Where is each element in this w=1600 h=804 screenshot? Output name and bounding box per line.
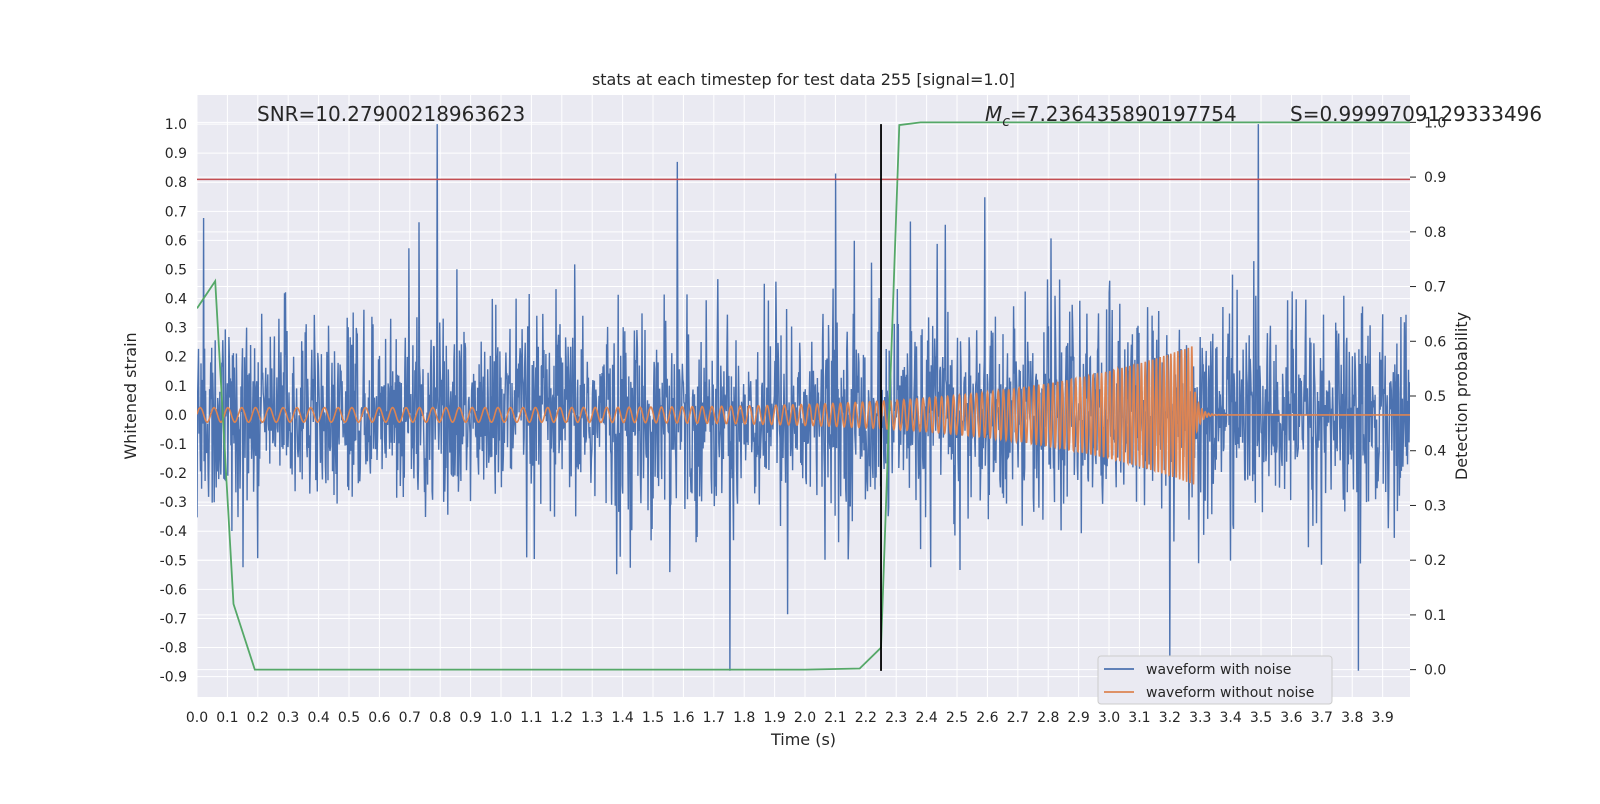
x-tick-label: 3.8 bbox=[1341, 710, 1363, 726]
y-tick-label: -0.8 bbox=[160, 641, 187, 657]
y-tick-label: 0.0 bbox=[165, 408, 187, 424]
series-detection-probability bbox=[197, 121, 1410, 671]
y-tick-label: -0.1 bbox=[160, 437, 187, 453]
y-right-tick-label: 0.2 bbox=[1424, 553, 1446, 569]
x-tick-label: 2.3 bbox=[885, 710, 907, 726]
x-tick-label: 3.3 bbox=[1189, 710, 1211, 726]
y-tick-label: 0.8 bbox=[165, 175, 187, 191]
x-tick-label: 3.1 bbox=[1128, 710, 1150, 726]
y-right-tick-label: 0.7 bbox=[1424, 280, 1446, 296]
y-tick-label: 0.1 bbox=[165, 379, 187, 395]
y-tick-label: 0.9 bbox=[165, 146, 187, 162]
x-tick-label: 3.6 bbox=[1280, 710, 1302, 726]
x-axis-label: Time (s) bbox=[770, 730, 836, 749]
x-tick-label: 0.7 bbox=[399, 710, 421, 726]
x-tick-label: 0.0 bbox=[186, 710, 208, 726]
snr-annotation: SNR=10.27900218963623 bbox=[257, 102, 525, 126]
x-tick-label: 1.9 bbox=[763, 710, 785, 726]
x-tick-label: 2.8 bbox=[1037, 710, 1059, 726]
reference-lines bbox=[197, 124, 1410, 671]
y-tick-label: -0.2 bbox=[160, 466, 187, 482]
y-right-tick-label: 0.4 bbox=[1424, 444, 1446, 460]
series bbox=[197, 121, 1410, 671]
chirp-mass-subscript: c bbox=[1002, 114, 1010, 130]
x-tick-label: 3.5 bbox=[1250, 710, 1272, 726]
x-tick-label: 3.0 bbox=[1098, 710, 1120, 726]
chirp-mass-value: =7.236435890197754 bbox=[1010, 102, 1237, 126]
y-tick-label: -0.6 bbox=[160, 582, 187, 598]
x-tick-label: 1.3 bbox=[581, 710, 603, 726]
series-waveform-without-noise bbox=[197, 346, 1410, 485]
legend: waveform with noise waveform without noi… bbox=[1097, 655, 1333, 705]
x-tick-label: 1.5 bbox=[642, 710, 664, 726]
x-tick-label: 2.5 bbox=[946, 710, 968, 726]
y-axis-label: Whitened strain bbox=[121, 332, 140, 459]
y-tick-label: 0.5 bbox=[165, 262, 187, 278]
legend-box bbox=[1097, 655, 1333, 705]
x-tick-label: 0.4 bbox=[307, 710, 329, 726]
x-tick-label: 2.6 bbox=[976, 710, 998, 726]
x-tick-label: 2.1 bbox=[824, 710, 846, 726]
chirp-mass-symbol: M bbox=[985, 102, 1002, 126]
chirp-mass-annotation: Mc=7.236435890197754 bbox=[985, 102, 1237, 130]
x-tick-label: 3.4 bbox=[1220, 710, 1242, 726]
y-right-tick-label: 0.6 bbox=[1424, 334, 1446, 350]
x-tick-label: 3.9 bbox=[1372, 710, 1394, 726]
x-tick-label: 1.2 bbox=[551, 710, 573, 726]
legend-label-waveform-without-noise: waveform without noise bbox=[1146, 685, 1314, 701]
x-tick-label: 0.9 bbox=[459, 710, 481, 726]
x-tick-label: 2.7 bbox=[1007, 710, 1029, 726]
x-tick-label: 0.5 bbox=[338, 710, 360, 726]
y-tick-label: 0.6 bbox=[165, 233, 187, 249]
x-tick-label: 2.2 bbox=[855, 710, 877, 726]
y-tick-label: -0.7 bbox=[160, 611, 187, 627]
x-tick-label: 1.4 bbox=[611, 710, 633, 726]
x-tick-label: 0.2 bbox=[247, 710, 269, 726]
x-tick-label: 2.9 bbox=[1067, 710, 1089, 726]
x-tick-label: 3.7 bbox=[1311, 710, 1333, 726]
score-annotation: S=0.9999709129333496 bbox=[1290, 102, 1542, 126]
x-tick-label: 2.0 bbox=[794, 710, 816, 726]
y-tick-label: -0.4 bbox=[160, 524, 187, 540]
y-tick-label: 0.2 bbox=[165, 350, 187, 366]
ticks: 0.0 0.1 0.2 0.3 0.4 0.5 0.6 0.7 0.8 0.9 1.0 1.1 1.2 1… bbox=[160, 115, 1447, 726]
y-tick-label: 0.7 bbox=[165, 204, 187, 220]
legend-label-waveform-with-noise: waveform with noise bbox=[1146, 662, 1291, 678]
x-tick-label: 3.2 bbox=[1159, 710, 1181, 726]
y-tick-label: -0.9 bbox=[160, 670, 187, 686]
y-right-tick-label: 0.9 bbox=[1424, 170, 1446, 186]
y-axis-right-label: Detection probability bbox=[1452, 312, 1471, 480]
x-tick-label: 0.8 bbox=[429, 710, 451, 726]
y-right-tick-label: 1.0 bbox=[1424, 115, 1446, 131]
x-tick-label: 1.6 bbox=[672, 710, 694, 726]
x-tick-label: 0.3 bbox=[277, 710, 299, 726]
y-right-tick-label: 0.3 bbox=[1424, 498, 1446, 514]
chart-title: stats at each timestep for test data 255… bbox=[592, 70, 1015, 89]
y-right-tick-label: 0.8 bbox=[1424, 225, 1446, 241]
y-right-tick-label: 0.0 bbox=[1424, 663, 1446, 679]
y-tick-label: -0.3 bbox=[160, 495, 187, 511]
x-tick-label: 0.6 bbox=[368, 710, 390, 726]
y-tick-label: -0.5 bbox=[160, 553, 187, 569]
y-right-tick-label: 0.5 bbox=[1424, 389, 1446, 405]
x-tick-label: 1.8 bbox=[733, 710, 755, 726]
y-tick-label: 1.0 bbox=[165, 117, 187, 133]
y-tick-label: 0.3 bbox=[165, 321, 187, 337]
x-tick-label: 0.1 bbox=[216, 710, 238, 726]
y-tick-label: 0.4 bbox=[165, 292, 187, 308]
x-tick-label: 1.1 bbox=[520, 710, 542, 726]
series-waveform-with-noise bbox=[197, 124, 1410, 671]
x-tick-label: 1.7 bbox=[703, 710, 725, 726]
y-right-tick-label: 0.1 bbox=[1424, 608, 1446, 624]
x-tick-label: 2.4 bbox=[915, 710, 937, 726]
x-tick-label: 1.0 bbox=[490, 710, 512, 726]
